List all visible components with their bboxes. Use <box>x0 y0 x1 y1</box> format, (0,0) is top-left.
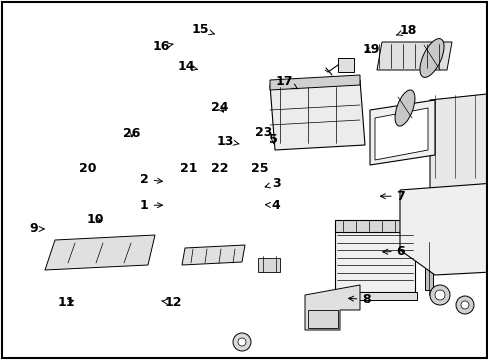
Polygon shape <box>399 180 488 275</box>
Circle shape <box>429 285 449 305</box>
Polygon shape <box>269 75 359 90</box>
Polygon shape <box>182 245 244 265</box>
Circle shape <box>232 333 250 351</box>
Polygon shape <box>376 42 451 70</box>
Text: 2: 2 <box>140 173 162 186</box>
Text: 5: 5 <box>269 133 278 146</box>
Text: 3: 3 <box>264 177 280 190</box>
Text: 26: 26 <box>123 127 141 140</box>
Ellipse shape <box>419 39 443 77</box>
Text: 20: 20 <box>79 162 97 175</box>
Text: 9: 9 <box>29 222 44 235</box>
Polygon shape <box>369 100 434 165</box>
Text: 16: 16 <box>152 40 173 53</box>
Text: 10: 10 <box>86 213 104 226</box>
Bar <box>337 58 353 72</box>
Polygon shape <box>45 235 155 270</box>
Bar <box>334 220 414 232</box>
Polygon shape <box>429 90 488 190</box>
Text: 18: 18 <box>396 24 416 37</box>
Text: 1: 1 <box>140 199 162 212</box>
Bar <box>258 258 280 272</box>
Circle shape <box>434 290 444 300</box>
Text: 23: 23 <box>255 126 272 139</box>
Text: 21: 21 <box>179 162 197 175</box>
Text: 12: 12 <box>162 296 182 309</box>
Text: 4: 4 <box>265 199 280 212</box>
Text: 14: 14 <box>177 60 197 73</box>
Ellipse shape <box>394 90 414 126</box>
Text: 22: 22 <box>211 162 228 175</box>
Polygon shape <box>305 285 359 330</box>
Text: 11: 11 <box>57 296 75 309</box>
Text: 19: 19 <box>362 43 380 56</box>
Text: 15: 15 <box>191 23 214 36</box>
Bar <box>424 245 432 290</box>
Text: 24: 24 <box>211 101 228 114</box>
Text: 6: 6 <box>382 245 405 258</box>
Circle shape <box>238 338 245 346</box>
Bar <box>332 292 416 300</box>
Bar <box>334 230 414 292</box>
Text: 8: 8 <box>348 293 370 306</box>
Bar <box>307 310 337 328</box>
Text: 13: 13 <box>216 135 239 148</box>
Circle shape <box>460 301 468 309</box>
Polygon shape <box>374 108 427 160</box>
Text: 17: 17 <box>275 75 297 89</box>
Text: 7: 7 <box>380 190 405 203</box>
Circle shape <box>455 296 473 314</box>
Text: 25: 25 <box>251 162 268 175</box>
Polygon shape <box>269 80 364 150</box>
